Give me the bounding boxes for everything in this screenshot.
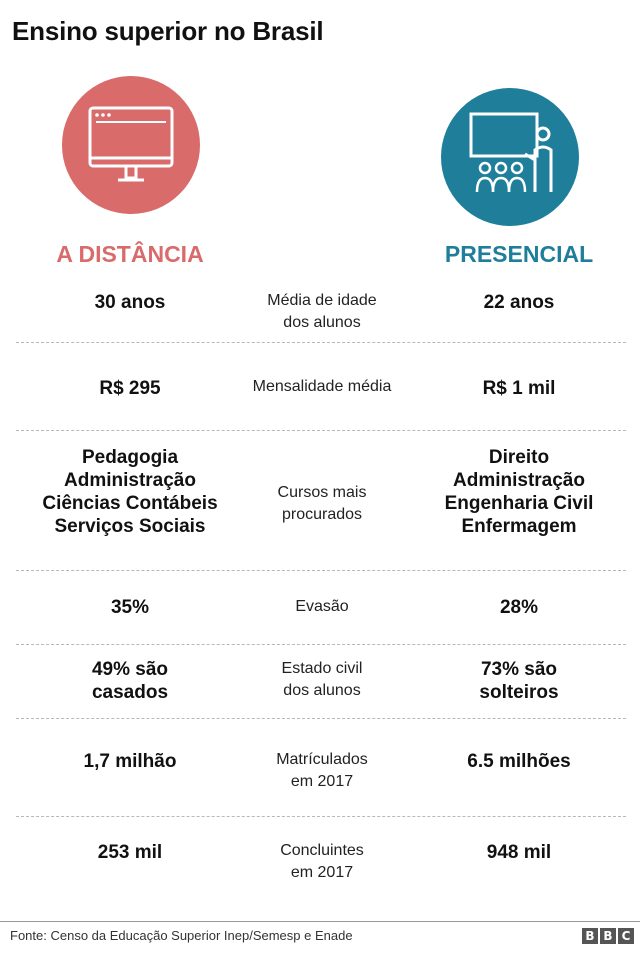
distance-value: 1,7 milhão	[83, 751, 177, 772]
page-title: Ensino superior no Brasil	[12, 16, 324, 46]
row-divider	[16, 570, 626, 571]
presencial-circle	[441, 88, 579, 226]
logo-letter: B	[582, 928, 598, 944]
row-label: Mensalidade média	[252, 378, 392, 395]
presencial-value: 73% são solteiros	[479, 659, 559, 703]
distance-value: 49% são casados	[91, 659, 169, 703]
column-heading-distance: A DISTÂNCIA	[56, 241, 204, 267]
distance-value: 253 mil	[97, 842, 163, 863]
bbc-logo: B B C	[582, 928, 634, 944]
column-heading-presencial: PRESENCIAL	[444, 241, 594, 267]
distance-circle	[62, 76, 200, 214]
footer-divider	[0, 921, 640, 922]
logo-letter: C	[618, 928, 634, 944]
row-label: Evasão	[295, 598, 349, 615]
distance-value: R$ 295	[99, 378, 161, 399]
computer-monitor-icon	[88, 106, 174, 182]
row-label: Cursos mais procurados	[277, 484, 367, 523]
distance-value: 30 anos	[94, 292, 166, 313]
row-divider	[16, 816, 626, 817]
presencial-value: Direito Administração Engenharia Civil E…	[444, 447, 594, 537]
row-label: Média de idade dos alunos	[267, 292, 377, 331]
row-divider	[16, 342, 626, 343]
row-divider	[16, 718, 626, 719]
row-divider	[16, 430, 626, 431]
presencial-value: 28%	[499, 597, 539, 618]
distance-value: Pedagogia Administração Ciências Contábe…	[42, 447, 218, 537]
presencial-value: 6.5 milhões	[467, 751, 571, 772]
presencial-value: 948 mil	[486, 842, 552, 863]
classroom-teacher-icon	[469, 112, 553, 193]
logo-letter: B	[600, 928, 616, 944]
source-note: Fonte: Censo da Educação Superior Inep/S…	[10, 928, 353, 943]
row-label: Concluintes em 2017	[280, 842, 364, 881]
presencial-value: 22 anos	[483, 292, 555, 313]
distance-value: 35%	[110, 597, 150, 618]
row-label: Matrículados em 2017	[276, 751, 368, 790]
row-label: Estado civil dos alunos	[281, 660, 363, 699]
row-divider	[16, 644, 626, 645]
presencial-value: R$ 1 mil	[482, 378, 556, 399]
